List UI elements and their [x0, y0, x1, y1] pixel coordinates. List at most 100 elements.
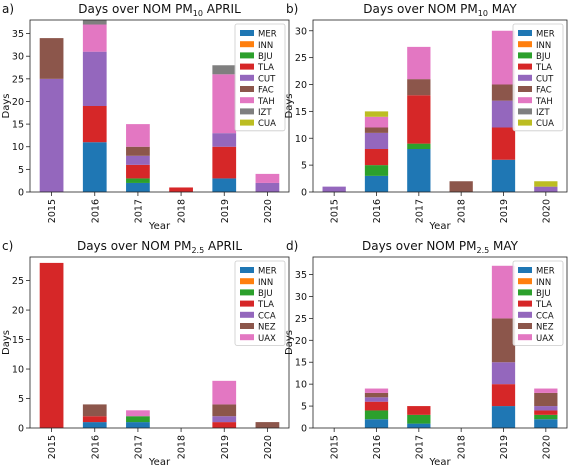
x-tick-label-2015: 2015	[330, 435, 341, 459]
panel-label: c)	[2, 239, 13, 253]
x-axis-label: Year	[148, 221, 171, 232]
legend-swatch-nez	[518, 323, 532, 329]
bar-segment-mer-2017	[126, 182, 150, 192]
legend-swatch-bju	[518, 52, 532, 59]
bar-segment-cua-2016	[364, 111, 389, 117]
y-tick-label: 35	[295, 270, 307, 281]
x-tick-label-2017: 2017	[414, 199, 425, 223]
bar-segment-bju-2020	[534, 414, 558, 420]
bar-segment-uax-2020	[534, 388, 558, 393]
legend-label-nez: NEZ	[536, 323, 554, 333]
x-tick-label-2020: 2020	[541, 199, 552, 223]
bar-segment-cut-2016	[82, 51, 107, 106]
panel-label: b)	[286, 2, 298, 16]
bar-segment-mer-2020	[534, 419, 558, 428]
legend-label-tla: TLA	[257, 63, 274, 73]
bar-segment-tah-2016	[364, 116, 389, 128]
bar-segment-uax-2017	[126, 410, 150, 417]
y-tick-label: 25	[295, 314, 307, 325]
x-tick-label-2016: 2016	[90, 199, 101, 223]
y-tick-label: 25	[295, 53, 307, 64]
bar-segment-bju-2016	[364, 410, 389, 420]
legend-swatch-cut	[240, 74, 254, 81]
bar-segment-tla-2019	[491, 384, 516, 407]
legend-swatch-izt	[240, 108, 254, 115]
legend-swatch-mer	[240, 30, 254, 36]
legend-label-cut: CUT	[258, 74, 276, 84]
bar-segment-uax-2016	[364, 388, 389, 393]
bar-segment-tla-2018	[169, 187, 193, 192]
legend-label-inn: INN	[536, 41, 551, 51]
bar-segment-mer-2019	[491, 159, 516, 192]
bar-segment-fac-2017	[126, 146, 150, 156]
legend-label-izt: IZT	[536, 108, 550, 118]
legend-label-bju: BJU	[536, 289, 551, 299]
bar-segment-bju-2017	[407, 143, 431, 150]
bar-segment-bju-2017	[126, 178, 150, 183]
legend-swatch-nez	[240, 323, 254, 329]
panel-label: a)	[2, 2, 14, 16]
y-tick-label: 15	[295, 107, 307, 118]
legend-swatch-tla	[518, 300, 532, 307]
bar-segment-mer-2017	[407, 149, 431, 192]
x-tick-label-2020: 2020	[263, 199, 274, 223]
bar-segment-tla-2020	[534, 410, 558, 415]
bar-segment-mer-2017	[126, 422, 150, 428]
bar-segment-cut-2016	[364, 132, 389, 150]
legend-swatch-bju	[240, 52, 254, 59]
x-tick-label-2019: 2019	[499, 435, 510, 459]
bar-segment-mer-2016	[364, 175, 389, 193]
legend-label-nez: NEZ	[258, 323, 276, 333]
legend-label-cua: CUA	[536, 119, 554, 129]
plot-frame	[312, 256, 568, 429]
plot-frame	[29, 19, 290, 193]
x-tick-label-2017: 2017	[133, 199, 144, 223]
y-tick-label: 20	[12, 97, 24, 108]
bar-segment-mer-2019	[212, 178, 237, 192]
legend-swatch-uax	[518, 334, 532, 341]
legend-swatch-bju	[240, 289, 254, 296]
legend-label-tah: TAH	[257, 97, 275, 107]
x-tick-label-2019: 2019	[499, 199, 510, 223]
bar-segment-cut-2015	[39, 78, 64, 192]
y-axis-label: Days	[284, 94, 295, 119]
y-tick-label: 15	[295, 358, 307, 369]
bar-segment-uax-2019	[491, 265, 516, 319]
bar-segment-izt-2016	[82, 20, 107, 25]
bar-segment-tla-2019	[491, 127, 516, 160]
legend-swatch-tla	[240, 300, 254, 307]
x-tick-label-2017: 2017	[133, 435, 144, 459]
x-axis-label: Year	[428, 221, 451, 232]
bar-segment-cut-2015	[322, 186, 346, 193]
y-tick-label: 10	[295, 134, 307, 145]
bar-segment-cut-2020	[534, 186, 558, 193]
legend-label-bju: BJU	[258, 52, 273, 62]
y-tick-label: 20	[12, 306, 24, 317]
legend-label-cua: CUA	[258, 119, 276, 129]
y-tick-label: 10	[12, 142, 24, 153]
legend-swatch-inn	[518, 41, 532, 48]
chart-panel-1: a) Days over NOM PM10 APRIL 0 5 10 15 20 25 30 35…	[1, 2, 290, 232]
x-tick-label-2017: 2017	[414, 435, 425, 459]
y-tick-label: 30	[295, 26, 307, 37]
y-tick-label: 0	[301, 188, 307, 199]
legend-label-bju: BJU	[536, 52, 551, 62]
bar-segment-mer-2016	[364, 419, 389, 428]
y-axis-label: Days	[1, 94, 12, 119]
legend-label-uax: UAX	[258, 334, 276, 344]
legend-label-cca: CCA	[536, 311, 554, 321]
legend-label-cut: CUT	[536, 74, 554, 84]
legend-box	[512, 23, 564, 132]
y-axis-label: Days	[1, 330, 12, 355]
x-tick-label-2016: 2016	[372, 435, 383, 459]
y-tick-label: 10	[295, 380, 307, 391]
bar-segment-izt-2019	[212, 65, 237, 75]
y-tick-label: 0	[301, 424, 307, 435]
legend-swatch-cua	[240, 119, 254, 126]
x-axis-label: Year	[148, 457, 171, 468]
legend-swatch-inn	[240, 278, 254, 285]
bar-segment-cca-2016	[364, 397, 389, 402]
legend-label-inn: INN	[536, 278, 551, 288]
